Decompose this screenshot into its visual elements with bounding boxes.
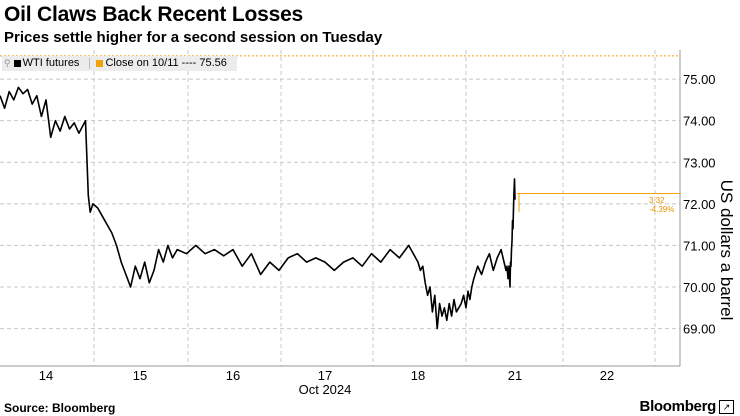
- series-line-wti: [0, 86, 516, 330]
- source-note: Source: Bloomberg: [4, 401, 116, 415]
- legend-divider: [89, 58, 91, 69]
- y-tick-label: 74.00: [683, 114, 716, 129]
- x-tick-label: 14: [39, 368, 53, 383]
- y-tick-label: 69.00: [683, 322, 716, 337]
- pin-icon: ⚲: [4, 58, 11, 68]
- y-tick-label: 70.00: [683, 280, 716, 295]
- legend-item-close: Close on 10/11 ---- 75.56: [96, 56, 227, 71]
- expand-icon[interactable]: ↗: [719, 400, 734, 414]
- legend-swatch-wti: [13, 60, 21, 67]
- chart-legend: ⚲ WTI futures Close on 10/11 ---- 75.56: [2, 56, 237, 71]
- x-tick-label: 17: [318, 368, 332, 383]
- legend-swatch-close: [96, 60, 104, 67]
- x-tick-label: 22: [600, 368, 614, 383]
- y-tick-label: 72.00: [683, 197, 716, 212]
- chart-title: Oil Claws Back Recent Losses: [4, 3, 304, 26]
- x-axis-label: Oct 2024: [299, 382, 352, 397]
- legend-label-close: Close on 10/11 ---- 75.56: [105, 57, 227, 69]
- x-tick-label: 21: [508, 368, 522, 383]
- legend-label-wti: WTI futures: [22, 57, 80, 69]
- annotation-label: -4.39%: [649, 205, 674, 214]
- x-tick-label: 18: [411, 368, 425, 383]
- x-tick-label: 16: [226, 368, 240, 383]
- chart-subtitle: Prices settle higher for a second sessio…: [4, 29, 383, 46]
- y-tick-label: 75.00: [683, 72, 716, 87]
- brand-logo: Bloomberg: [639, 398, 717, 415]
- x-tick-label: 15: [133, 368, 147, 383]
- legend-item-wti: WTI futures: [13, 56, 80, 71]
- y-tick-label: 73.00: [683, 155, 716, 170]
- annotation-label: 3.32: [649, 196, 665, 205]
- y-axis-label: US dollars a barrel: [717, 180, 736, 321]
- y-tick-label: 71.00: [683, 238, 716, 253]
